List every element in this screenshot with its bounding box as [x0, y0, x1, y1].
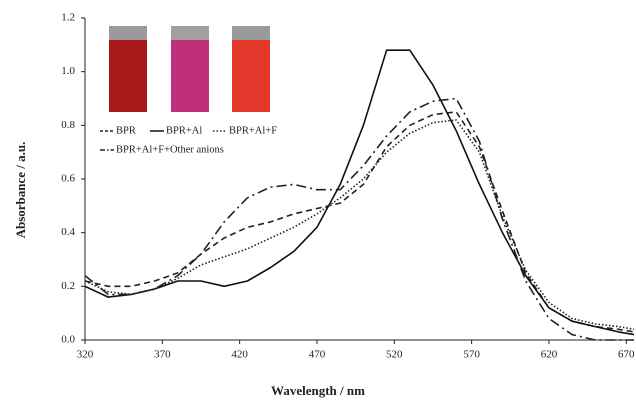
legend-label: BPR+Al+F+Other anions: [116, 144, 224, 155]
spectrum-line: [84, 111, 635, 333]
y-tick-label: 0.4: [61, 226, 75, 238]
x-axis-title: Wavelength / nm: [271, 383, 365, 398]
spectrum-line: [84, 97, 634, 341]
spectrum-line: [84, 119, 635, 331]
vial-cap: [171, 26, 209, 40]
y-tick-label: 0.2: [61, 280, 75, 292]
legend-label: BPR: [116, 125, 136, 136]
vial-photos: [109, 26, 270, 112]
y-tick-label: 0.0: [61, 334, 75, 346]
x-tick-label: 320: [77, 349, 94, 361]
y-axis-title: Absorbance / a.u.: [13, 142, 28, 239]
y-tick-label: 1.2: [61, 12, 75, 24]
x-tick-label: 470: [309, 349, 326, 361]
legend: BPR BPR+Al BPR+Al+F BPR+Al+F+Other anions: [100, 125, 277, 155]
x-tick-label: 520: [386, 349, 403, 361]
vial: [232, 40, 270, 112]
legend-label: BPR+Al+F: [229, 125, 277, 136]
y-tick-label: 1.0: [61, 65, 75, 77]
x-tick-label: 620: [541, 349, 558, 361]
x-tick-label: 570: [463, 349, 480, 361]
vial-cap: [109, 26, 147, 40]
vial-cap: [232, 26, 270, 40]
x-tick-label: 670: [618, 349, 635, 361]
y-tick-label: 0.6: [61, 173, 75, 185]
y-tick-label: 0.8: [61, 119, 75, 131]
legend-label: BPR+Al: [166, 125, 202, 136]
x-tick-label: 420: [231, 349, 248, 361]
vial: [109, 40, 147, 112]
vial: [171, 40, 209, 112]
spectrum-line: [84, 49, 635, 336]
x-tick-label: 370: [154, 349, 171, 361]
